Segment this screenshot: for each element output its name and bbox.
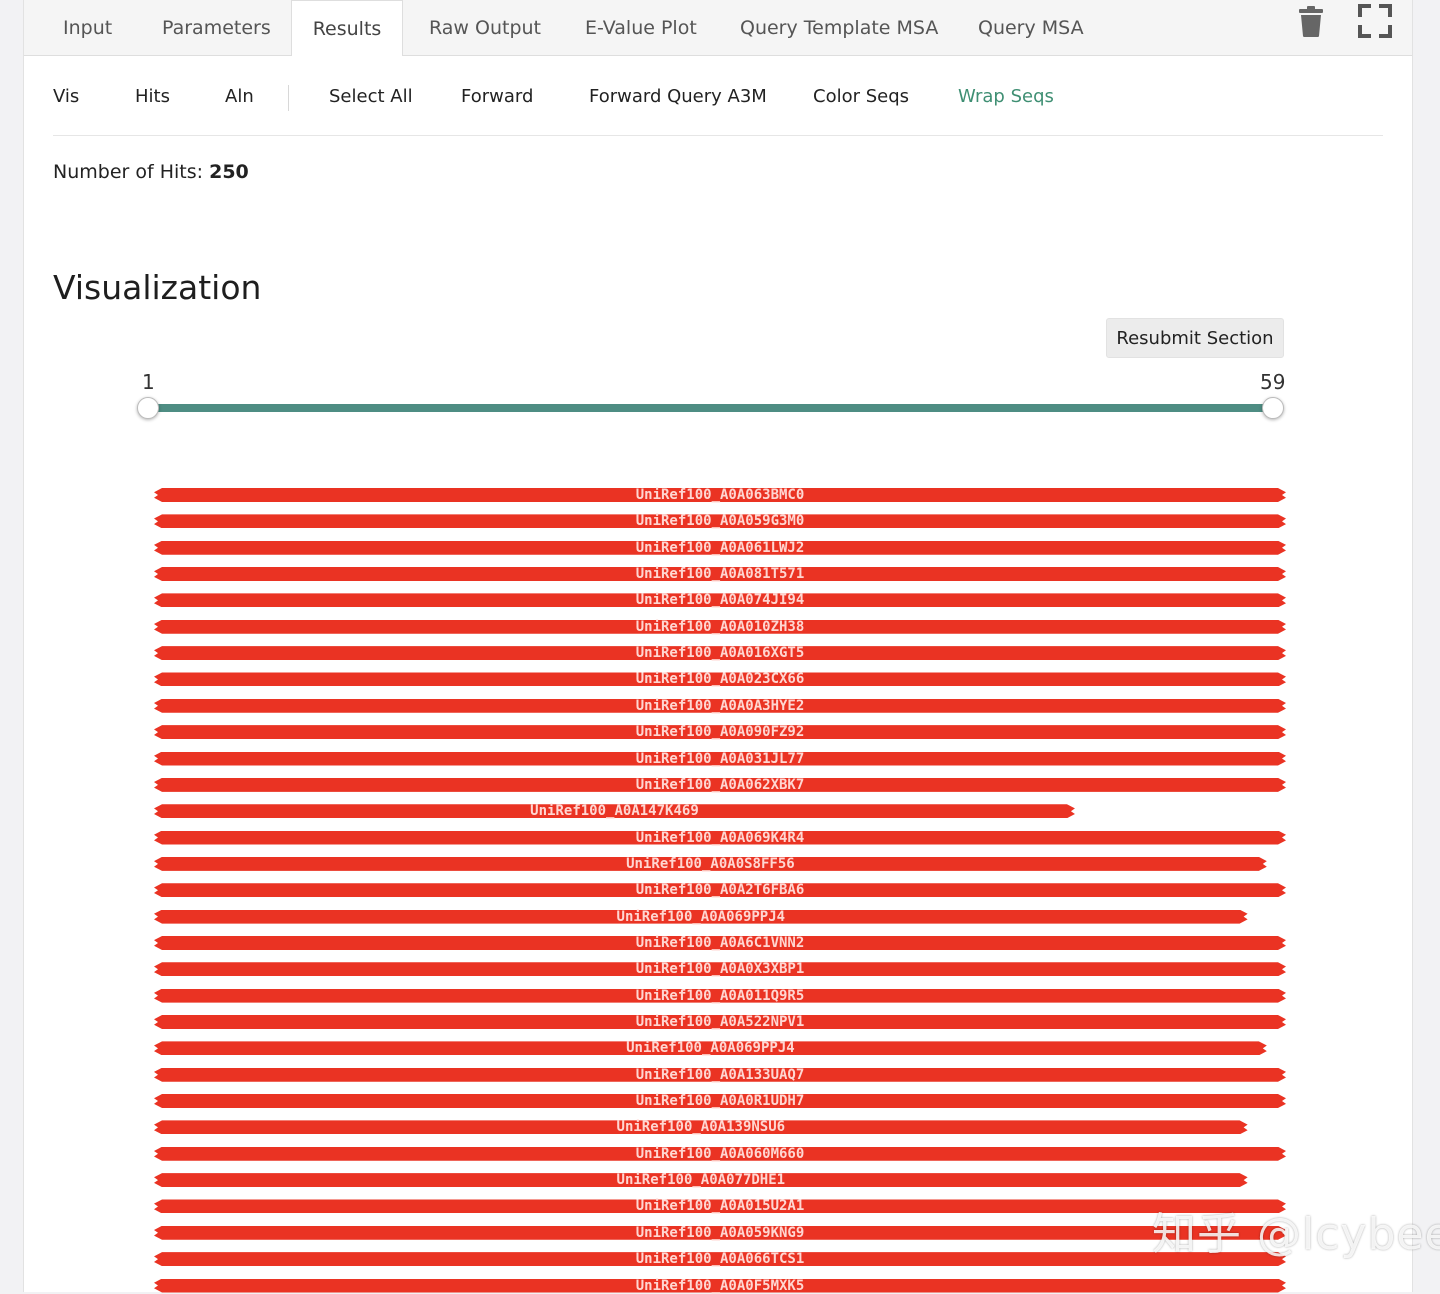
divider [53,135,1383,136]
tab-e-value-plot[interactable]: E-Value Plot [585,17,697,39]
hit-bar[interactable] [154,1041,1267,1055]
hit-bar[interactable] [154,778,1286,792]
hit-bar[interactable] [154,567,1286,581]
hit-bar[interactable] [154,831,1286,845]
hits-count: 250 [209,161,249,183]
range-slider-start-handle[interactable] [137,397,159,419]
hit-bar[interactable] [154,646,1286,660]
hit-bar[interactable] [154,936,1286,950]
tab-results[interactable]: Results [291,0,403,56]
hit-bar[interactable] [154,752,1286,766]
hit-bar[interactable] [154,910,1248,924]
forward-query-a3m-button[interactable]: Forward Query A3M [589,86,767,107]
hit-bar[interactable] [154,883,1286,897]
hit-bar[interactable] [154,1120,1248,1134]
results-panel: Input Parameters Results Raw Output E-Va… [23,0,1440,1293]
tab-query-msa[interactable]: Query MSA [978,17,1084,39]
hit-bar[interactable] [154,488,1286,502]
wrap-seqs-toggle[interactable]: Wrap Seqs [958,86,1054,107]
hit-bar[interactable] [154,1226,1286,1240]
hit-bar[interactable] [154,672,1286,686]
nav-hits[interactable]: Hits [135,86,170,107]
tab-bar: Input Parameters Results Raw Output E-Va… [24,0,1412,56]
hit-bar[interactable] [154,593,1286,607]
range-max-label: 59 [1260,370,1286,394]
tab-raw-output[interactable]: Raw Output [429,17,542,39]
hit-bar[interactable] [154,1147,1286,1161]
range-min-label: 1 [142,370,155,394]
hit-bar[interactable] [154,804,1075,818]
range-slider-end-handle[interactable] [1262,397,1284,419]
tab-query-template-msa[interactable]: Query Template MSA [740,17,939,39]
nav-vis[interactable]: Vis [53,86,80,107]
hit-bar[interactable] [154,1015,1286,1029]
hit-bar[interactable] [154,857,1267,871]
hit-bar[interactable] [154,1094,1286,1108]
trash-icon[interactable] [1297,6,1325,42]
hit-bar[interactable] [154,1068,1286,1082]
range-slider-track[interactable] [148,404,1273,412]
hit-bar[interactable] [154,514,1286,528]
resubmit-section-button[interactable]: Resubmit Section [1106,318,1284,358]
watermark: 知乎 @lcybee [1152,1209,1440,1260]
hit-bar[interactable] [154,989,1286,1003]
fullscreen-icon[interactable] [1357,3,1393,43]
section-heading: Visualization [53,268,262,307]
forward-button[interactable]: Forward [461,86,534,107]
tab-parameters[interactable]: Parameters [162,17,271,39]
color-seqs-toggle[interactable]: Color Seqs [813,86,910,107]
hit-bar[interactable] [154,1199,1286,1213]
hit-bar[interactable] [154,620,1286,634]
hit-bar[interactable] [154,1173,1248,1187]
tab-input[interactable]: Input [63,17,113,39]
hits-summary: Number of Hits: 250 [53,161,249,183]
hit-bar[interactable] [154,699,1286,713]
hit-bar[interactable] [154,725,1286,739]
hit-bar[interactable] [154,962,1286,976]
subnav-divider [288,85,289,111]
hit-bar[interactable] [154,541,1286,555]
hits-label: Number of Hits: [53,161,204,183]
hit-bar[interactable] [154,1252,1286,1266]
select-all-button[interactable]: Select All [329,86,413,107]
hit-bar[interactable] [154,1279,1286,1293]
nav-aln[interactable]: Aln [225,86,254,107]
